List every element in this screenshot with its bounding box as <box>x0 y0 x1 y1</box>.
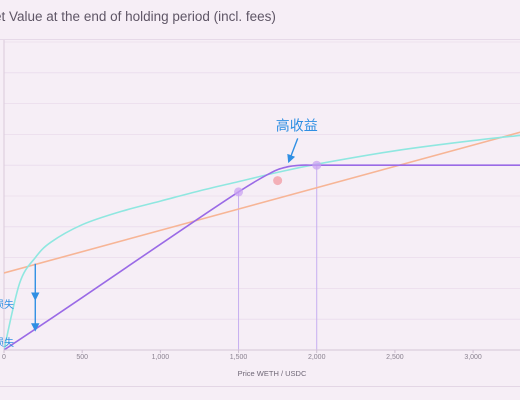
data-marker <box>234 187 244 197</box>
series-line-3 <box>4 164 520 351</box>
data-marker <box>273 176 283 186</box>
annotation-loss: 损失 <box>0 336 14 349</box>
chart-title: et Value at the end of holding period (i… <box>0 9 276 24</box>
x-tick-label: 1,500 <box>230 354 248 361</box>
x-tick-label: 2,500 <box>386 354 404 361</box>
x-axis-label: Price WETH / USDC <box>238 369 307 378</box>
annotations: 高收益损失损失 <box>0 117 318 349</box>
annotation-high-yield: 高收益 <box>276 117 318 134</box>
header-divider <box>0 39 520 40</box>
footer-divider <box>0 386 520 387</box>
data-marker <box>312 160 322 170</box>
annotation-loss: 损失 <box>0 298 14 311</box>
x-tick-label: 1,000 <box>152 354 170 361</box>
grid <box>3 40 520 351</box>
x-tick-label: 500 <box>76 354 88 361</box>
x-tick-label: 0 <box>2 354 6 361</box>
marker-layer <box>234 160 322 197</box>
vertical-guides <box>238 165 318 350</box>
series-line-1 <box>4 131 520 274</box>
series-line-2 <box>4 134 520 351</box>
x-axis: 0 500 1,000 1,500 2,000 2,500 3,000 <box>2 349 520 361</box>
x-tick-label: 2,000 <box>308 354 326 361</box>
x-tick-label: 3,000 <box>464 354 482 361</box>
series-layer <box>4 131 520 351</box>
annotation-arrow <box>287 138 299 164</box>
